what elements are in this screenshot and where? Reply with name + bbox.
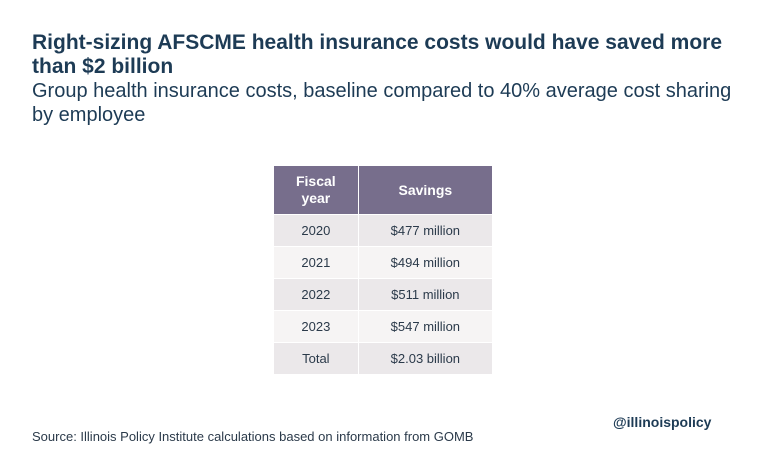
savings-table: Fiscal year Savings 2020 $477 million 20… — [274, 166, 492, 374]
cell-savings: $547 million — [358, 310, 492, 343]
column-header-savings: Savings — [358, 166, 492, 215]
cell-savings: $511 million — [358, 278, 492, 311]
brand-handle: @illinoispolicy — [613, 414, 712, 430]
table-row: 2020 $477 million — [274, 214, 492, 247]
cell-year: 2022 — [274, 278, 359, 311]
chart-title: Right-sizing AFSCME health insurance cos… — [32, 31, 723, 78]
cell-year: 2021 — [274, 246, 359, 279]
cell-year: 2023 — [274, 310, 359, 343]
cell-savings: $477 million — [358, 214, 492, 247]
source-note: Source: Illinois Policy Institute calcul… — [32, 429, 474, 444]
table-row: 2022 $511 million — [274, 278, 492, 311]
cell-year-total: Total — [274, 342, 359, 374]
cell-savings: $494 million — [358, 246, 492, 279]
cell-year: 2020 — [274, 214, 359, 247]
savings-table-container: Fiscal year Savings 2020 $477 million 20… — [274, 166, 492, 374]
table-row: 2023 $547 million — [274, 310, 492, 343]
column-header-fiscal-year: Fiscal year — [274, 166, 359, 215]
chart-subtitle: Group health insurance costs, baseline c… — [32, 80, 732, 126]
column-header-fiscal-year-label: Fiscal year — [295, 173, 336, 206]
table-header-row: Fiscal year Savings — [274, 166, 492, 215]
table-row-total: Total $2.03 billion — [274, 342, 492, 374]
cell-savings-total: $2.03 billion — [358, 342, 492, 374]
table-row: 2021 $494 million — [274, 246, 492, 279]
